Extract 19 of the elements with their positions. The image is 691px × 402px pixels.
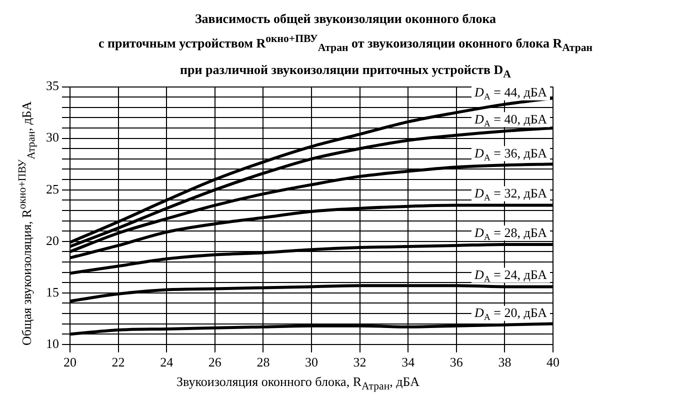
x-tick-label: 40 — [546, 354, 560, 370]
y-tick-label: 15 — [46, 284, 59, 300]
chart-title: Зависимость общей звукоизоляции оконного блока с приточным устройством R$^{окно+ПВУ}$$_{Атран}$ от звукоизоляции оконного блока R$_{Атран}$ при различной звукоизоляции приточных устройств D$_{A}$ — [98, 11, 593, 81]
y-tick-label: 10 — [46, 336, 59, 351]
x-tick-label: 36 — [450, 354, 464, 370]
x-axis-title: Звукоизоляция оконного блока, R$_{Атран}$, дБА — [176, 374, 420, 393]
x-tick-label: 32 — [353, 354, 366, 370]
x-tick-label: 20 — [64, 354, 76, 370]
x-tick-label: 30 — [305, 354, 318, 370]
x-tick-label: 26 — [208, 354, 222, 370]
y-tick-label: 35 — [46, 78, 59, 94]
y-tick-label: 25 — [46, 181, 59, 196]
x-tick-label: 34 — [402, 354, 416, 370]
y-tick-label: 20 — [46, 232, 59, 248]
x-tick-label: 28 — [256, 354, 270, 370]
x-tick-label: 38 — [498, 354, 512, 370]
x-tick-label: 22 — [112, 354, 125, 370]
y-tick-label: 30 — [46, 130, 59, 145]
x-tick-label: 24 — [160, 354, 174, 370]
